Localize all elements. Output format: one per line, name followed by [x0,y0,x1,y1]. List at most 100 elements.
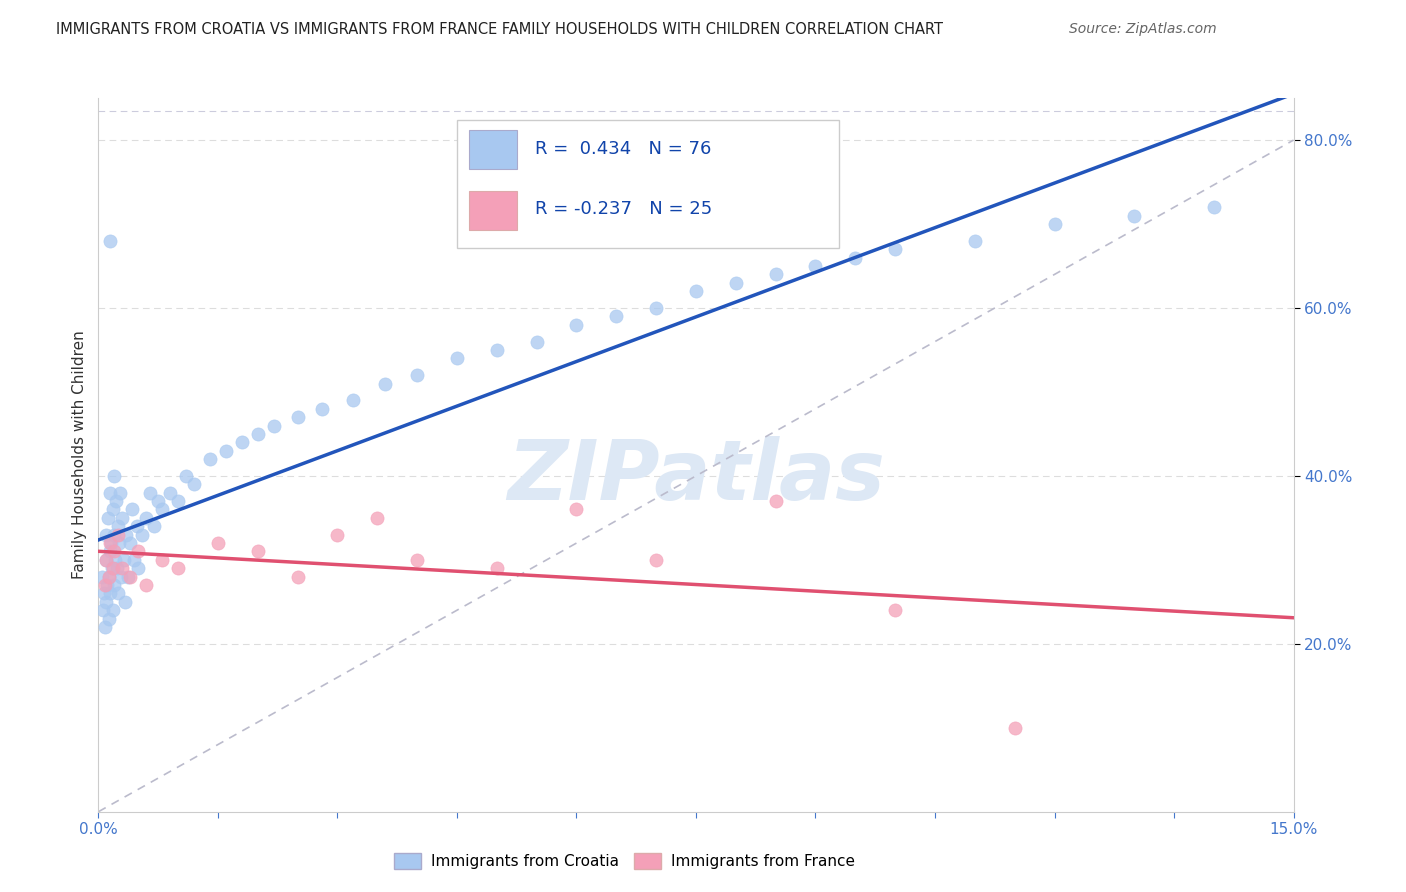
Point [93,586,115,600]
Point [101,561,124,575]
Point [167,494,190,508]
Point [765,268,787,282]
Point [127,561,149,575]
Point [1043,217,1066,231]
Point [139,485,162,500]
Point [97,511,120,525]
Point [844,251,866,265]
Point [101,561,124,575]
Point [98,586,122,600]
Point [231,435,253,450]
Point [159,485,181,500]
Point [135,578,157,592]
Point [207,536,229,550]
Point [406,368,429,383]
Point [526,334,548,349]
Point [103,527,125,541]
Point [100,536,122,550]
Point [96,527,118,541]
Point [101,502,124,516]
Point [1123,209,1146,223]
Point [765,494,787,508]
Point [311,401,333,416]
Point [374,376,396,391]
Text: R = -0.237   N = 25: R = -0.237 N = 25 [534,200,711,218]
Point [94,578,117,592]
Point [114,595,136,609]
Point [645,301,668,315]
Point [150,502,173,516]
Point [124,553,146,567]
Point [115,527,138,541]
Point [103,578,125,592]
Point [96,595,118,609]
Point [107,527,129,541]
Point [884,242,907,256]
Point [1004,721,1026,735]
Point [91,569,114,583]
Point [724,276,747,290]
Point [91,603,114,617]
Text: R =  0.434   N = 76: R = 0.434 N = 76 [534,141,711,159]
Point [183,477,205,491]
Point [104,494,127,508]
Point [105,561,128,575]
Point [103,469,125,483]
Point [97,569,120,583]
Point [150,553,173,567]
Point [565,318,588,332]
Point [198,452,221,467]
FancyBboxPatch shape [457,120,839,248]
Point [121,502,143,516]
Point [1202,200,1225,214]
Point [485,561,508,575]
Point [120,569,142,583]
Point [94,620,117,634]
Point [804,259,827,273]
Point [108,536,131,550]
Point [605,310,627,324]
Point [685,284,707,298]
Point [110,569,132,583]
Y-axis label: Family Households with Children: Family Households with Children [72,331,87,579]
FancyBboxPatch shape [470,130,517,169]
Point [963,234,986,248]
Point [97,612,120,626]
Point [246,544,269,558]
Point [446,351,468,366]
Point [111,511,134,525]
Point [97,569,120,583]
Point [94,553,117,567]
Legend: Immigrants from Croatia, Immigrants from France: Immigrants from Croatia, Immigrants from… [388,847,860,875]
Point [98,536,122,550]
Point [174,469,197,483]
Point [98,234,122,248]
Point [366,511,388,525]
Point [101,603,124,617]
Point [342,393,364,408]
Point [167,561,190,575]
Point [148,494,170,508]
Point [406,553,429,567]
Point [96,553,118,567]
Point [246,426,269,441]
Point [104,553,127,567]
Point [96,578,118,592]
Point [98,544,121,558]
Point [287,410,309,425]
Point [135,511,157,525]
Point [125,519,148,533]
Point [565,502,588,516]
Point [108,485,131,500]
FancyBboxPatch shape [470,191,517,230]
Point [111,561,134,575]
Point [112,553,135,567]
Point [98,485,122,500]
Point [107,586,129,600]
Point [485,343,508,357]
Point [103,544,125,558]
Point [884,603,907,617]
Point [143,519,166,533]
Point [131,527,153,541]
Point [263,418,285,433]
